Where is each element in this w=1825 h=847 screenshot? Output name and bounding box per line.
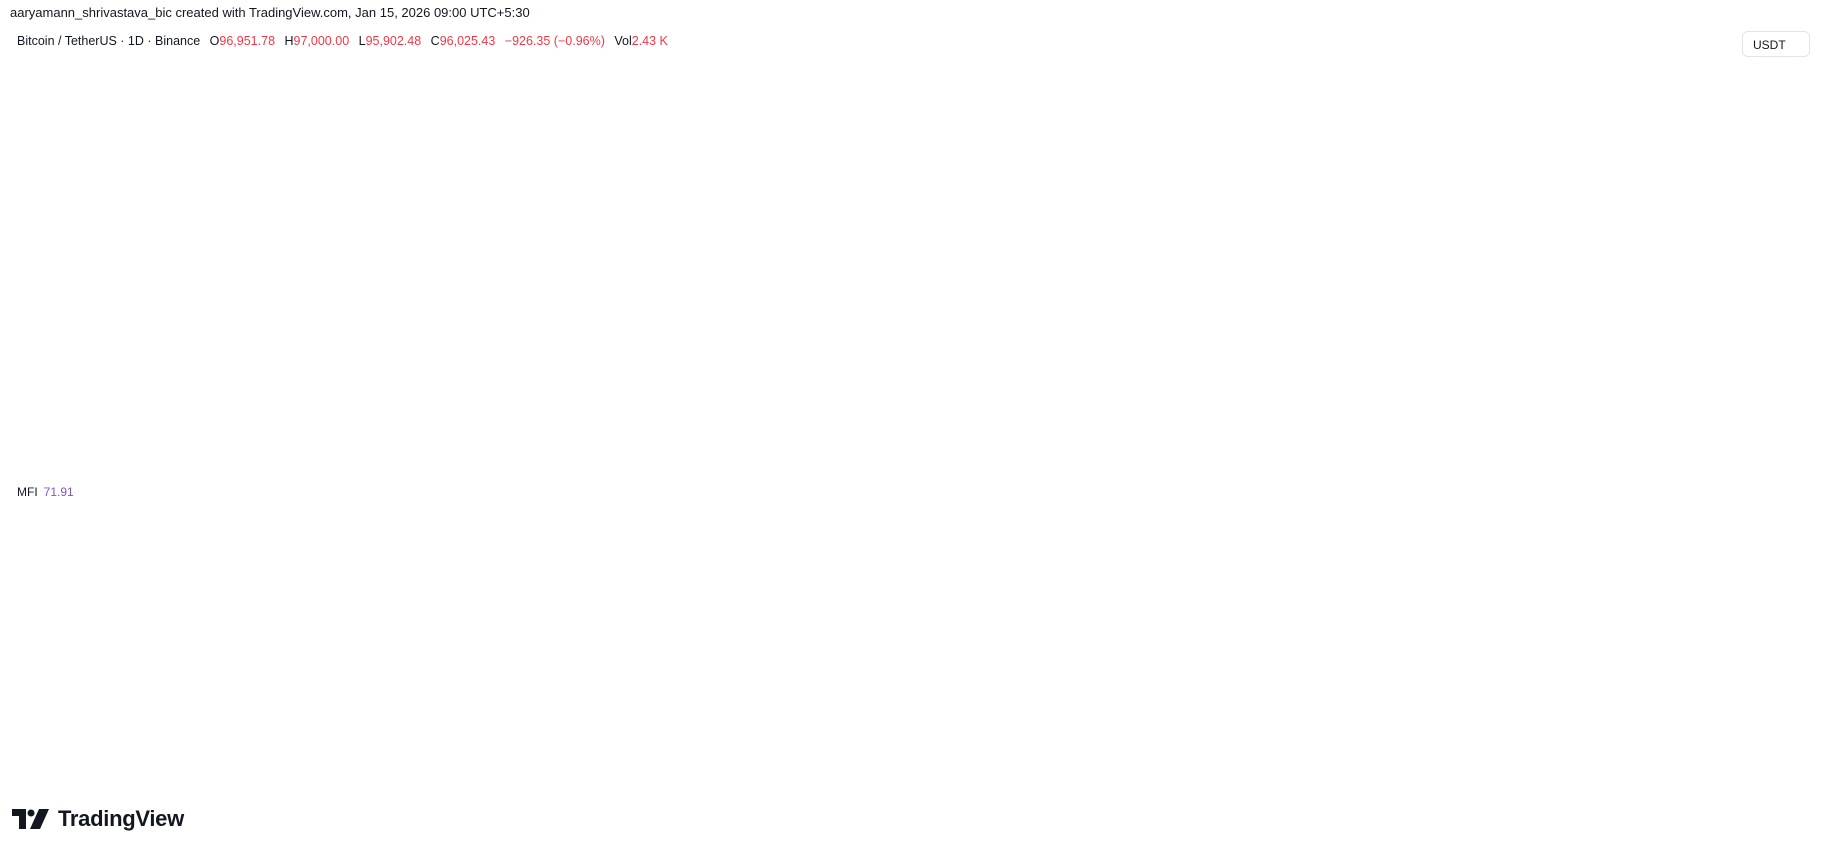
mfi-value-badge-label: 71.91 — [1742, 529, 1772, 543]
candle-down[interactable] — [206, 258, 283, 264]
time-tick-label: 19 — [1545, 765, 1559, 779]
time-tick-label: 9 — [543, 765, 550, 779]
price-tick-label: 90,850.00 — [1746, 382, 1800, 396]
level-price-badge — [1738, 418, 1804, 436]
level-price-label: 95,000.00 — [1742, 204, 1796, 218]
last-price-badge — [1738, 158, 1804, 190]
time-tick-label: 7 — [341, 765, 348, 779]
level-price-label: 98,000.00 — [1742, 79, 1796, 93]
level-price-badge — [1738, 202, 1804, 220]
price-tick-label: 92,400.00 — [1746, 314, 1800, 328]
time-tick-label: 12 — [841, 765, 855, 779]
candle-up[interactable] — [910, 192, 987, 368]
time-tick-label: 4 — [40, 765, 47, 779]
close-label: C — [430, 34, 440, 48]
chart-frame — [9, 25, 1816, 788]
tradingview-logo-text: TradingView — [58, 806, 184, 831]
candle-down[interactable] — [608, 397, 685, 405]
price-tick-label: 97,000.00 — [1746, 120, 1800, 134]
level-price-label: 90,000.00 — [1742, 420, 1796, 434]
time-tick-label: 5 — [140, 765, 147, 779]
high-label: H — [284, 34, 294, 48]
candle-down[interactable] — [407, 365, 484, 379]
time-tick-label: 13 — [942, 765, 956, 779]
mfi-legend: MFI 71.91 — [17, 485, 74, 499]
symbol-title[interactable]: Bitcoin / TetherUS · 1D · Binance — [17, 34, 201, 48]
mfi-tick-label: 70.00 — [1746, 545, 1776, 559]
open-value: 96,951.78 — [219, 34, 276, 48]
currency-button[interactable]: USDT — [1742, 31, 1810, 57]
price-tick-label: 93,200.00 — [1746, 285, 1800, 299]
low-label: L — [358, 34, 366, 48]
candle-up[interactable] — [5, 358, 81, 399]
candle-up[interactable] — [709, 380, 786, 405]
mfi-tick-label: 30.00 — [1746, 690, 1776, 704]
candle-up[interactable] — [1011, 128, 1087, 194]
mfi-value: 71.91 — [43, 485, 74, 499]
level-price-badge — [1738, 360, 1804, 378]
time-tick-label: 8 — [442, 765, 449, 779]
time-tick-label: 10 — [640, 765, 654, 779]
open-label: O — [209, 34, 220, 48]
price-tick-label: 89,250.00 — [1746, 439, 1800, 453]
candle-up[interactable] — [809, 369, 886, 382]
mfi-band-fill — [10, 505, 1738, 736]
symbol-legend: Bitcoin / TetherUS · 1D · Binance O96,95… — [17, 34, 668, 48]
mfi-value-badge — [1738, 527, 1781, 546]
level-price-label: 89,241.08 — [1742, 454, 1796, 468]
time-tick-label: 15 — [1143, 765, 1157, 779]
countdown-label: 20:29:13 — [1742, 174, 1789, 188]
mfi-tick-label: 40.00 — [1746, 652, 1776, 666]
time-tick-label: 20 — [1646, 765, 1660, 779]
level-price-badge — [1738, 77, 1804, 95]
candles-group — [5, 90, 1738, 457]
high-value: 97,000.00 — [293, 34, 350, 48]
change-value: −926.35 (−0.96%) — [504, 34, 605, 48]
volume-label: Vol — [614, 34, 632, 48]
low-value: 95,902.48 — [365, 34, 422, 48]
volume-value: 2.43 K — [631, 34, 668, 48]
time-tick-label: 17 — [1344, 765, 1358, 779]
mfi-line — [11, 517, 1150, 569]
tradingview-logo[interactable]: TradingView — [12, 806, 184, 832]
time-tick-label: 16 — [1244, 765, 1258, 779]
candle-down[interactable] — [306, 262, 383, 367]
mfi-tick-label: 20.00 — [1746, 729, 1776, 743]
level-price-label: 91,298.14 — [1742, 362, 1796, 376]
mfi-tick-label: 80.00 — [1746, 498, 1776, 512]
last-price-label: 96,025.43 — [1742, 160, 1796, 174]
mfi-name: MFI — [17, 485, 38, 499]
mfi-tick-label: 50.00 — [1746, 613, 1776, 627]
price-tick-label: 91,650.00 — [1746, 347, 1800, 361]
price-tick-label: 94,000.00 — [1746, 245, 1800, 259]
time-tick-label: 18 — [1445, 765, 1459, 779]
level-price-label: 93,471.71 — [1742, 268, 1796, 282]
candle-down[interactable] — [1111, 128, 1188, 168]
candle-up[interactable] — [105, 258, 182, 360]
time-tick-label: 6 — [241, 765, 248, 779]
level-price-badge — [1738, 452, 1804, 470]
mfi-tick-label: 60.00 — [1746, 575, 1776, 589]
time-tick-label: 11 — [741, 765, 754, 779]
level-price-badge — [1738, 266, 1804, 284]
candle-down[interactable] — [508, 377, 584, 399]
close-value: 96,025.43 — [439, 34, 496, 48]
time-tick-label: 14 — [1042, 765, 1056, 779]
chart-credit: aaryamann_shrivastava_bic created with T… — [10, 5, 530, 20]
tradingview-logo-icon — [12, 809, 49, 829]
